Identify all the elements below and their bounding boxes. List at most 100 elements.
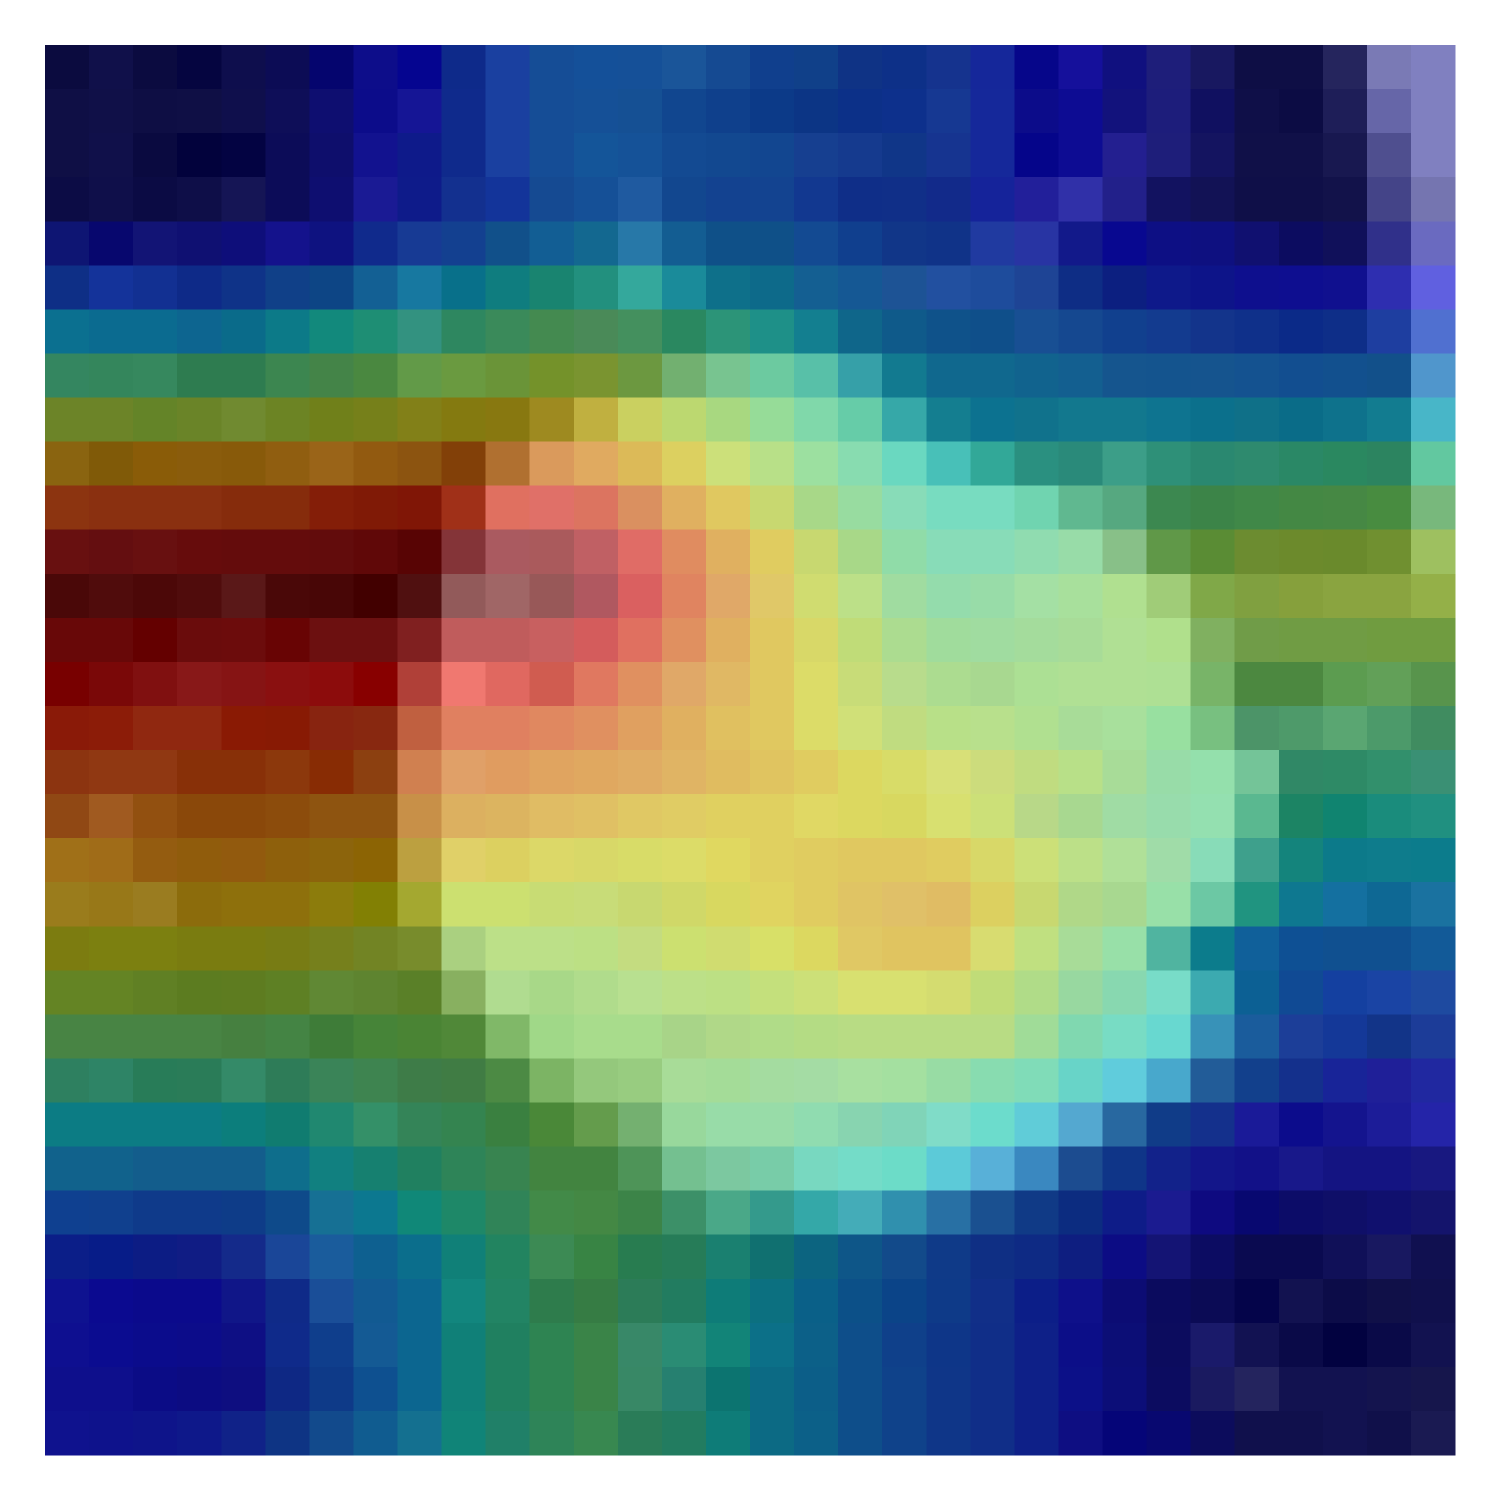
cell	[1234, 1278, 1280, 1324]
cell	[1058, 89, 1104, 134]
cell	[882, 133, 927, 178]
cell	[661, 1278, 707, 1324]
cell	[529, 221, 575, 266]
cell	[1146, 1058, 1192, 1104]
cell	[617, 353, 663, 399]
cell	[1234, 221, 1280, 266]
cell	[265, 1146, 310, 1192]
cell	[1322, 177, 1368, 222]
cell	[794, 1102, 839, 1148]
cell	[397, 617, 443, 663]
cell	[529, 265, 575, 310]
cell	[265, 838, 310, 883]
cell	[1146, 882, 1192, 927]
cell	[353, 661, 399, 707]
cell	[177, 177, 222, 222]
cell	[838, 221, 883, 266]
cell	[1102, 1322, 1148, 1368]
cell	[794, 1322, 839, 1368]
cell	[573, 441, 619, 487]
cell	[177, 89, 222, 134]
cell	[441, 133, 487, 178]
cell	[397, 221, 443, 266]
cell	[1058, 177, 1104, 222]
cell	[970, 1234, 1015, 1280]
cell	[1322, 1410, 1368, 1456]
cell	[970, 1190, 1015, 1236]
cell	[573, 1146, 619, 1192]
cell	[441, 573, 487, 619]
cell	[926, 1366, 971, 1412]
heatmap	[45, 45, 1456, 1456]
cell	[177, 705, 222, 751]
cell	[1102, 970, 1148, 1015]
cell	[1410, 221, 1456, 266]
cell	[926, 485, 971, 531]
cell	[353, 926, 399, 971]
cell	[309, 750, 355, 795]
cell	[397, 1410, 443, 1456]
cell	[353, 617, 399, 663]
cell	[1102, 617, 1148, 663]
cell	[573, 1278, 619, 1324]
cell	[926, 397, 971, 443]
cell	[750, 89, 795, 134]
cell	[838, 1234, 883, 1280]
cell	[705, 1058, 751, 1104]
cell	[1058, 397, 1104, 443]
cell	[1410, 1366, 1456, 1412]
cell	[265, 309, 310, 355]
cell	[1366, 750, 1412, 795]
cell	[1190, 89, 1236, 134]
cell	[1146, 529, 1192, 575]
cell	[1058, 1058, 1104, 1104]
cell	[1366, 573, 1412, 619]
cell	[926, 617, 971, 663]
cell	[970, 926, 1015, 971]
cell	[794, 970, 839, 1015]
cell	[573, 89, 619, 134]
cell	[1278, 353, 1324, 399]
cell	[573, 970, 619, 1015]
cell	[1366, 529, 1412, 575]
cell	[705, 353, 751, 399]
cell	[221, 265, 266, 310]
cell	[1366, 617, 1412, 663]
cell	[353, 1014, 399, 1060]
cell	[926, 529, 971, 575]
cell	[309, 1102, 355, 1148]
cell	[485, 529, 531, 575]
cell	[221, 926, 266, 971]
cell	[1058, 441, 1104, 487]
cell	[794, 705, 839, 751]
cell	[1366, 1014, 1412, 1060]
cell	[882, 1146, 927, 1192]
cell	[705, 1234, 751, 1280]
cell	[441, 485, 487, 531]
cell	[882, 309, 927, 355]
cell	[1322, 705, 1368, 751]
cell	[397, 529, 443, 575]
cell	[265, 397, 310, 443]
cell	[1322, 45, 1368, 90]
cell	[926, 1058, 971, 1104]
cell	[882, 838, 927, 883]
cell	[1410, 705, 1456, 751]
cell	[1278, 1102, 1324, 1148]
cell	[485, 1102, 531, 1148]
cell	[1058, 309, 1104, 355]
cell	[1014, 529, 1060, 575]
cell	[89, 1234, 134, 1280]
cell	[926, 1234, 971, 1280]
cell	[750, 221, 795, 266]
cell	[529, 1058, 575, 1104]
cell	[661, 353, 707, 399]
cell	[45, 265, 90, 310]
cell	[1146, 1366, 1192, 1412]
cell	[353, 265, 399, 310]
cell	[221, 661, 266, 707]
cell	[133, 970, 178, 1015]
cell	[573, 750, 619, 795]
cell	[617, 1102, 663, 1148]
cell	[177, 1146, 222, 1192]
